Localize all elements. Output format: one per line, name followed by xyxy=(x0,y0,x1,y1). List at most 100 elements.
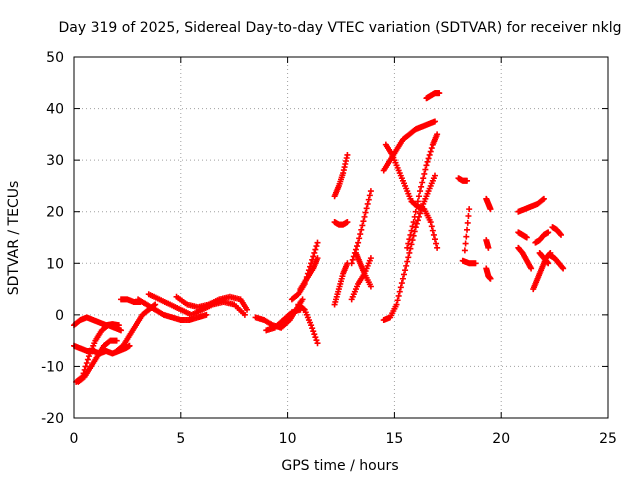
data-point xyxy=(401,271,408,278)
data-point xyxy=(117,327,124,334)
data-point xyxy=(354,243,361,250)
data-point xyxy=(367,283,374,290)
data-point xyxy=(359,222,366,229)
data-point xyxy=(466,206,473,213)
data-point xyxy=(406,249,413,256)
series-track-20 xyxy=(352,249,374,290)
data-point xyxy=(310,328,317,335)
x-tick-label: 25 xyxy=(599,431,617,447)
series-track-31 xyxy=(483,237,492,251)
data-point xyxy=(409,223,416,230)
chart-title: Day 319 of 2025, Sidereal Day-to-day VTE… xyxy=(59,20,622,36)
y-tick-label: 50 xyxy=(46,50,64,66)
data-point xyxy=(405,254,412,261)
data-point xyxy=(412,224,419,231)
data-point xyxy=(417,210,424,217)
y-axis-label: SDTVAR / TECUs xyxy=(6,181,22,296)
data-point xyxy=(485,244,492,251)
data-point xyxy=(419,179,426,186)
data-point xyxy=(427,148,434,155)
data-point xyxy=(309,325,316,332)
data-point xyxy=(429,227,436,234)
data-point xyxy=(360,218,367,225)
data-point xyxy=(367,255,374,262)
series-track-14 xyxy=(297,255,321,293)
data-point xyxy=(311,249,318,256)
series-track-21 xyxy=(380,172,438,324)
data-point xyxy=(126,342,133,349)
data-point xyxy=(408,227,415,234)
data-point xyxy=(426,151,433,158)
series-track-27 xyxy=(459,257,479,267)
data-point xyxy=(462,240,469,247)
data-point xyxy=(241,311,248,318)
data-point xyxy=(558,231,565,238)
series-track-38 xyxy=(547,252,567,272)
data-point xyxy=(113,337,120,344)
data-point xyxy=(487,275,494,282)
data-point xyxy=(404,244,411,251)
data-point xyxy=(411,213,418,220)
data-point xyxy=(410,232,417,239)
data-point xyxy=(397,284,404,291)
series-track-26 xyxy=(455,175,471,184)
x-axis-label: GPS time / hours xyxy=(281,458,398,474)
data-point xyxy=(430,231,437,238)
series-track-36 xyxy=(532,229,552,246)
data-point xyxy=(487,206,494,213)
data-point xyxy=(367,188,374,195)
data-point xyxy=(420,175,427,182)
data-point xyxy=(545,229,552,236)
data-point xyxy=(425,155,432,162)
data-point xyxy=(472,260,479,267)
data-point xyxy=(523,234,530,241)
data-point xyxy=(422,166,429,173)
data-point xyxy=(463,233,470,240)
data-point xyxy=(464,219,471,226)
data-point xyxy=(431,172,438,179)
data-point xyxy=(396,288,403,295)
series-track-11 xyxy=(263,306,304,334)
series-track-7 xyxy=(135,296,210,324)
y-tick-label: -20 xyxy=(41,411,64,427)
series-track-15 xyxy=(331,151,351,200)
y-tick-label: 30 xyxy=(46,153,64,169)
data-point xyxy=(312,246,319,253)
data-point xyxy=(427,219,434,226)
data-point xyxy=(308,322,315,329)
data-point xyxy=(312,334,319,341)
series-track-17 xyxy=(331,219,351,228)
data-points xyxy=(71,90,567,385)
data-point xyxy=(402,267,409,274)
data-point xyxy=(82,363,89,370)
series-track-18 xyxy=(348,188,374,267)
data-point xyxy=(413,220,420,227)
data-point xyxy=(403,262,410,269)
data-point xyxy=(417,188,424,195)
series-track-13 xyxy=(295,301,321,347)
y-tick-label: 0 xyxy=(55,308,64,324)
data-point xyxy=(407,231,414,238)
data-point xyxy=(314,255,321,262)
data-point xyxy=(428,145,435,152)
data-point xyxy=(415,193,422,200)
data-point xyxy=(313,337,320,344)
series-track-4 xyxy=(75,337,120,385)
data-point xyxy=(362,209,369,216)
data-point xyxy=(299,296,306,303)
data-point xyxy=(431,236,438,243)
data-point xyxy=(300,305,307,312)
data-point xyxy=(83,359,90,366)
data-point xyxy=(539,196,546,203)
y-tick-label: 10 xyxy=(46,256,64,272)
x-tick-label: 5 xyxy=(176,431,185,447)
data-point xyxy=(410,219,417,226)
data-point xyxy=(344,219,351,226)
series-track-24 xyxy=(404,131,441,251)
data-point xyxy=(366,192,373,199)
series-track-9 xyxy=(173,293,251,313)
data-point xyxy=(406,236,413,243)
data-point xyxy=(411,228,418,235)
data-point xyxy=(409,237,416,244)
